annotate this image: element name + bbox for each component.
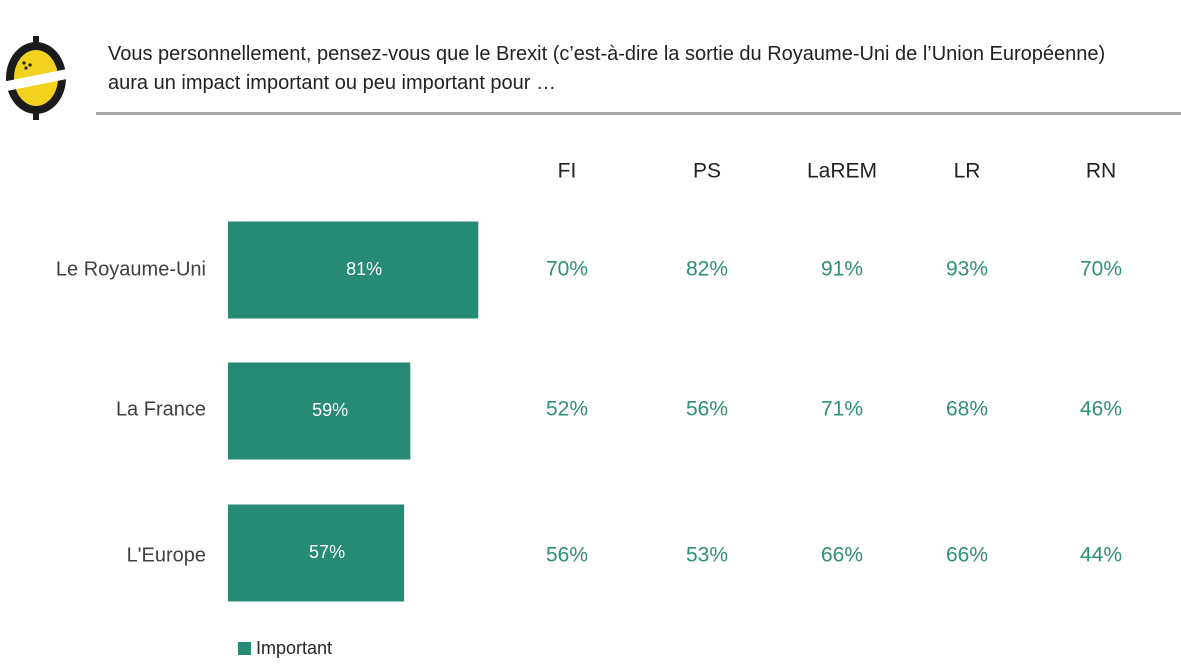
bar [228,362,411,460]
chart-row: Le Royaume-Uni 81% 70% 82% 91% 93% 70% [56,221,1122,319]
party-value-lr: 66% [946,544,988,567]
title-divider [96,112,1181,115]
row-label: L'Europe [127,544,206,566]
party-value-ps: 82% [686,258,728,281]
party-value-rn: 46% [1080,398,1122,421]
party-value-fi: 52% [546,398,588,421]
legend: Important [238,638,332,659]
party-header-larem: LaREM [807,160,877,183]
party-value-larem: 66% [821,544,863,567]
row-label: La France [116,398,206,420]
party-value-lr: 93% [946,258,988,281]
party-value-larem: 91% [821,258,863,281]
party-headers: FI PS LaREM LR RN [558,160,1117,183]
question-text: Vous personnellement, pensez-vous que le… [108,40,1181,98]
chart-row: La France 59% 52% 56% 71% 68% 46% [116,362,1122,460]
bar-value-label: 59% [312,400,348,420]
party-value-rn: 70% [1080,258,1122,281]
bar-value-label: 81% [346,259,382,279]
chart-area: FI PS LaREM LR RN Le Royaume-Uni 81% 70% 82% 91%… [56,160,1122,602]
party-value-larem: 71% [821,398,863,421]
party-value-fi: 56% [546,544,588,567]
party-value-ps: 56% [686,398,728,421]
party-value-rn: 44% [1080,544,1122,567]
lemon-logo-icon [2,36,72,120]
party-value-lr: 68% [946,398,988,421]
party-value-ps: 53% [686,544,728,567]
bar-value-label: 57% [309,542,345,562]
legend-label: Important [256,638,333,658]
bar [228,504,405,602]
bar [228,221,479,319]
party-value-fi: 70% [546,258,588,281]
question-line-1: Vous personnellement, pensez-vous que le… [108,43,1106,65]
party-header-fi: FI [558,160,577,183]
chart-rows: Le Royaume-Uni 81% 70% 82% 91% 93% 70% La Franc… [56,221,1122,602]
chart-row: L'Europe 57% 56% 53% 66% 66% 44% [127,504,1122,602]
party-header-lr: LR [954,160,981,183]
question-line-2: aura un impact important ou peu importan… [108,72,557,94]
legend-swatch [238,642,251,655]
party-header-ps: PS [693,160,721,183]
party-header-rn: RN [1086,160,1116,183]
row-label: Le Royaume-Uni [56,258,206,280]
